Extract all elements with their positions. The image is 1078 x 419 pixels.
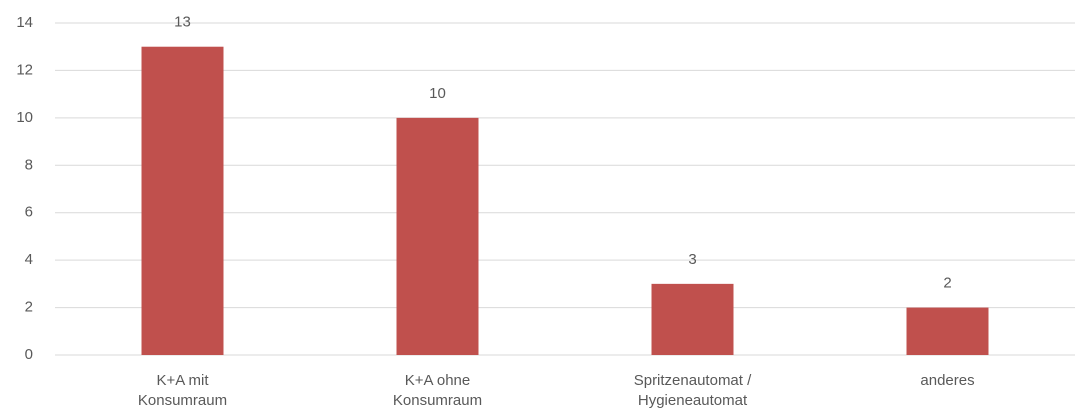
data-label: 3 [688, 251, 696, 268]
bar [906, 307, 989, 355]
x-tick-label: Spritzenautomat / Hygieneautomat [633, 372, 752, 409]
data-label: 10 [429, 85, 446, 102]
y-tick-label: 0 [25, 346, 33, 363]
data-label: 2 [943, 275, 951, 292]
bar [651, 283, 734, 355]
y-tick-label: 4 [25, 251, 33, 268]
bar [396, 117, 479, 355]
data-label: 13 [174, 14, 191, 31]
y-tick-label: 10 [16, 109, 33, 126]
y-tick-label: 6 [25, 204, 33, 221]
y-tick-label: 8 [25, 156, 33, 173]
x-tick-label: K+A ohne Konsumraum [392, 372, 483, 409]
x-tick-label: K+A mit Konsumraum [137, 372, 228, 409]
x-tick-label: anderes [920, 372, 975, 389]
y-tick-label: 14 [16, 14, 33, 31]
bar [141, 46, 224, 355]
y-tick-label: 2 [25, 299, 33, 316]
y-tick-label: 12 [16, 61, 33, 78]
